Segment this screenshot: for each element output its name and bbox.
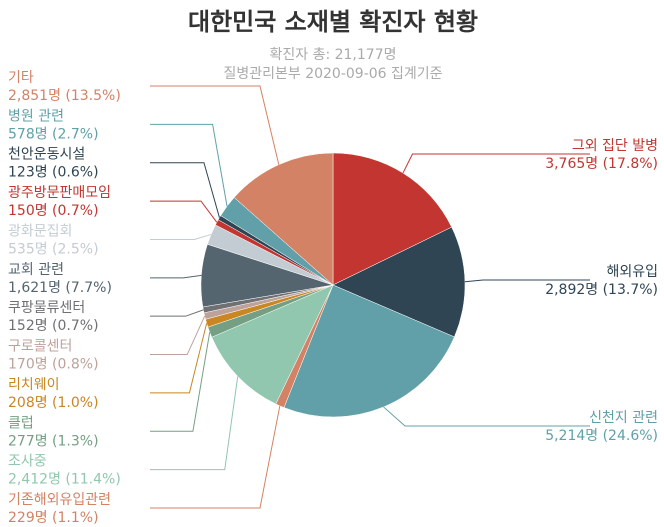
slice-label-name-11: 광주방문판매모임 [8, 185, 111, 201]
leader-line-3 [150, 405, 281, 509]
slice-label-name-9: 교회 관련 [8, 262, 64, 278]
slice-label-value-4: 2,412명 (11.4%) [8, 472, 121, 488]
leader-line-8 [150, 309, 204, 317]
leader-line-9 [150, 274, 202, 279]
slice-label-name-12: 천안운동시설 [8, 147, 85, 163]
slice-label-name-13: 병원 관련 [8, 108, 64, 124]
leader-line-1 [464, 279, 590, 283]
slice-label-value-7: 170명 (0.8%) [8, 357, 99, 373]
leader-line-12 [150, 162, 220, 218]
slice-label-value-14: 2,851명 (13.5%) [8, 88, 121, 104]
leader-line-5 [150, 332, 211, 432]
slice-label-value-9: 1,621명 (7.7%) [8, 280, 112, 296]
slice-label-name-4: 조사중 [8, 454, 47, 470]
slice-label-name-10: 광화문집회 [8, 223, 72, 239]
leader-line-13 [150, 123, 228, 207]
leader-line-10 [150, 233, 212, 240]
slice-label-value-10: 535명 (2.5%) [8, 241, 99, 257]
leader-line-7 [150, 315, 206, 356]
slice-label-name-2: 신천지 관련 [589, 410, 658, 426]
label-leader-lines [150, 85, 590, 509]
slice-label-name-8: 쿠팡물류센터 [8, 300, 85, 316]
slice-label-value-2: 5,214명 (24.6%) [545, 428, 658, 444]
slice-label-value-5: 277명 (1.3%) [8, 433, 99, 449]
slice-label-name-7: 구로콜센터 [8, 339, 72, 355]
slice-label-value-12: 123명 (0.6%) [8, 165, 99, 181]
chart-subtitle-total: 확진자 총: 21,177명 [269, 47, 396, 63]
slice-label-name-0: 그외 집단 발병 [572, 138, 658, 154]
slice-label-value-8: 152명 (0.7%) [8, 318, 99, 334]
pie-slices [200, 152, 466, 418]
slice-label-value-11: 150명 (0.7%) [8, 203, 99, 219]
slice-label-value-6: 208명 (1.0%) [8, 395, 99, 411]
pie-slice-0[interactable] [332, 152, 452, 286]
slice-label-value-1: 2,892명 (13.7%) [545, 282, 658, 298]
slice-label-value-0: 3,765명 (17.8%) [545, 156, 658, 172]
slice-label-name-14: 기타 [8, 70, 34, 86]
leader-line-11 [150, 200, 218, 223]
slice-label-name-5: 클럽 [8, 415, 34, 431]
chart-subtitle-source: 질병관리본부 2020-09-06 집계기준 [223, 66, 442, 82]
slice-label-value-13: 578명 (2.7%) [8, 126, 99, 142]
chart-title: 대한민국 소재별 확진자 현황 [188, 8, 478, 36]
leader-line-6 [150, 323, 208, 394]
slice-label-name-3: 기존해외유입관련 [8, 492, 111, 508]
slice-label-name-1: 해외유입 [606, 264, 658, 280]
slice-label-name-6: 리치웨이 [8, 377, 60, 393]
leader-line-2 [383, 406, 590, 427]
slice-labels: 그외 집단 발병 3,765명 (17.8%) 해외유입 2,892명 (13.7%)… [8, 70, 658, 526]
slice-label-value-3: 229명 (1.1%) [8, 510, 99, 526]
leader-line-14 [150, 85, 280, 165]
leader-line-4 [150, 376, 239, 471]
leader-line-0 [402, 153, 590, 174]
